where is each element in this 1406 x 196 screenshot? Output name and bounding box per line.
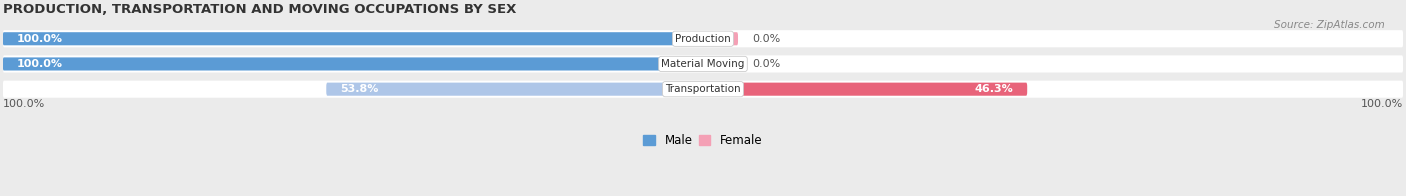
Text: 0.0%: 0.0%: [752, 34, 780, 44]
FancyBboxPatch shape: [703, 32, 738, 45]
FancyBboxPatch shape: [703, 83, 1028, 96]
Text: 100.0%: 100.0%: [3, 99, 45, 109]
Text: Production: Production: [675, 34, 731, 44]
Text: Transportation: Transportation: [665, 84, 741, 94]
FancyBboxPatch shape: [3, 55, 1403, 73]
Text: 100.0%: 100.0%: [17, 34, 63, 44]
FancyBboxPatch shape: [3, 81, 1403, 98]
FancyBboxPatch shape: [326, 83, 703, 96]
Text: 100.0%: 100.0%: [17, 59, 63, 69]
Text: 53.8%: 53.8%: [340, 84, 378, 94]
FancyBboxPatch shape: [3, 30, 1403, 47]
FancyBboxPatch shape: [703, 57, 738, 71]
Legend: Male, Female: Male, Female: [638, 130, 768, 152]
Text: Material Moving: Material Moving: [661, 59, 745, 69]
FancyBboxPatch shape: [3, 32, 703, 45]
Text: 0.0%: 0.0%: [752, 59, 780, 69]
Text: PRODUCTION, TRANSPORTATION AND MOVING OCCUPATIONS BY SEX: PRODUCTION, TRANSPORTATION AND MOVING OC…: [3, 3, 516, 16]
FancyBboxPatch shape: [3, 57, 703, 71]
Text: Source: ZipAtlas.com: Source: ZipAtlas.com: [1274, 20, 1385, 30]
Text: 100.0%: 100.0%: [1361, 99, 1403, 109]
Text: 46.3%: 46.3%: [974, 84, 1014, 94]
